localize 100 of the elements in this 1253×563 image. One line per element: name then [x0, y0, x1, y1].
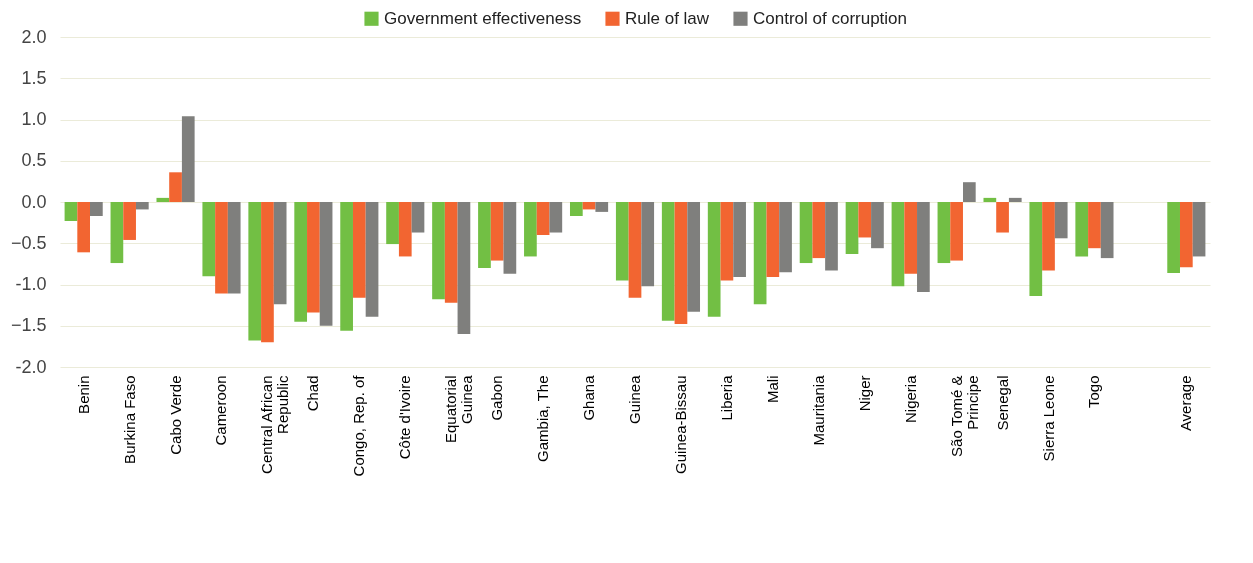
bar	[549, 202, 563, 233]
bar	[77, 202, 91, 253]
bar	[674, 202, 688, 325]
bar	[1100, 202, 1114, 259]
bar	[799, 202, 813, 264]
y-tick-label: 1.5	[21, 67, 47, 88]
bar	[812, 202, 826, 259]
bar	[983, 197, 997, 202]
y-tick-label: 1.0	[21, 109, 47, 129]
bar	[1054, 202, 1068, 239]
bar	[1042, 202, 1055, 271]
x-tick-label: Central African Republic	[258, 375, 292, 474]
bar	[503, 202, 517, 274]
bar	[536, 202, 550, 235]
bar	[135, 202, 149, 210]
bar	[261, 202, 274, 343]
bar	[871, 202, 884, 249]
bar	[156, 197, 170, 202]
x-tick-label: Average	[1177, 375, 1195, 432]
bar	[779, 202, 792, 273]
x-tick-label: Guinea-Bissau	[671, 375, 689, 474]
y-tick-label: 0.0	[21, 191, 47, 212]
x-tick-label: Mauritania	[809, 374, 827, 446]
x-tick-label: São Tomé & Principe	[947, 375, 981, 457]
bar	[169, 172, 182, 202]
bar	[227, 202, 241, 294]
x-tick-label: Nigeria	[901, 374, 919, 424]
bar	[524, 202, 537, 257]
bar	[1192, 202, 1206, 257]
x-tick-label: Gabon	[488, 375, 506, 421]
bar	[123, 202, 136, 240]
bar	[1008, 197, 1022, 202]
bar	[595, 202, 609, 212]
bar	[365, 202, 379, 317]
bar	[766, 202, 780, 278]
x-tick-label: Niger	[855, 375, 873, 412]
bar	[569, 202, 583, 217]
legend-label: Control of corruption	[753, 8, 908, 28]
x-tick-label: Guinea	[626, 374, 643, 424]
x-tick-label: Sierra Leone	[1039, 375, 1057, 462]
bar	[248, 202, 262, 341]
x-tick-label: Côte d'Ivoire	[396, 375, 414, 460]
bar	[319, 202, 333, 326]
bar	[661, 202, 675, 321]
bar	[64, 202, 78, 221]
bar	[1088, 202, 1101, 249]
x-tick-label: Cameroon	[212, 375, 230, 446]
bar	[411, 202, 425, 233]
bar	[753, 202, 767, 305]
bar	[457, 202, 471, 334]
bar	[962, 182, 976, 202]
bar	[904, 202, 918, 274]
x-tick-label: Togo	[1085, 375, 1103, 409]
bar	[1029, 202, 1043, 297]
bar	[858, 202, 872, 238]
bar	[996, 202, 1009, 233]
bar	[352, 202, 366, 298]
bar	[891, 202, 905, 287]
bar	[615, 202, 629, 281]
bar	[687, 202, 701, 312]
bar	[845, 202, 859, 254]
bar	[1167, 202, 1180, 273]
bar	[478, 202, 491, 268]
x-tick-label: Burkina Faso	[120, 375, 138, 464]
bar	[490, 202, 504, 261]
y-tick-label: −0.5	[10, 232, 47, 253]
bar	[90, 202, 103, 217]
bar	[937, 202, 951, 264]
x-tick-label: Ghana	[580, 374, 598, 421]
x-tick-label: Gambia, The	[534, 375, 552, 462]
bar	[733, 202, 746, 278]
bar	[386, 202, 399, 245]
x-tick-label: Congo, Rep. of	[350, 374, 368, 477]
bar	[707, 202, 721, 317]
bar	[398, 202, 412, 257]
y-tick-label: -2.0	[15, 356, 47, 377]
bar	[110, 202, 124, 264]
bar	[181, 116, 195, 202]
bar	[1179, 202, 1193, 268]
x-tick-label: Chad	[304, 375, 322, 412]
bar	[950, 202, 963, 261]
bar	[1075, 202, 1089, 257]
bar	[307, 202, 320, 313]
bar	[444, 202, 458, 303]
y-tick-label: -1.0	[15, 274, 47, 294]
x-tick-label: Cabo Verde	[166, 375, 184, 455]
x-tick-label: Mali	[763, 375, 781, 404]
bar	[825, 202, 838, 271]
bar	[917, 202, 930, 292]
legend-label: Government effectiveness	[384, 8, 582, 28]
x-tick-label: Equatorial Guinea	[442, 374, 476, 444]
bar	[273, 202, 287, 305]
x-tick-label: Benin	[74, 375, 92, 414]
x-tick-label: Liberia	[717, 374, 735, 421]
bar	[628, 202, 642, 298]
bar	[294, 202, 308, 322]
bar	[641, 202, 655, 287]
bar	[720, 202, 734, 281]
bar	[340, 202, 353, 331]
x-tick-label: Senegal	[993, 375, 1011, 431]
